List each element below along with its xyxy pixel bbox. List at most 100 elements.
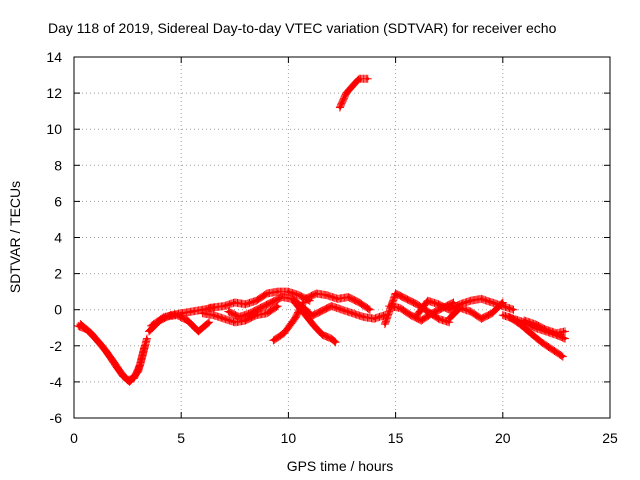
chart-title: Day 118 of 2019, Sidereal Day-to-day VTE…: [48, 20, 557, 36]
data-point: [211, 313, 215, 317]
series-track-s: [520, 316, 569, 338]
data-point: [437, 302, 440, 306]
data-point: [529, 331, 533, 335]
y-tick-label: -2: [50, 338, 63, 354]
data-point: [196, 329, 200, 333]
data-point: [301, 301, 305, 304]
data-point: [293, 301, 297, 304]
data-point: [162, 315, 166, 319]
data-point: [533, 322, 537, 326]
data-point: [297, 293, 301, 297]
data-point: [346, 295, 350, 299]
data-point: [561, 355, 565, 359]
data-point: [222, 304, 226, 308]
data-point: [308, 315, 312, 319]
y-tick-label: 4: [54, 230, 62, 246]
series-track-l: [335, 74, 372, 112]
data-point: [338, 106, 342, 109]
data-point: [259, 306, 262, 310]
data-point: [563, 337, 567, 341]
data-point: [186, 319, 190, 322]
data-point: [544, 328, 548, 332]
data-point: [437, 317, 440, 321]
data-point: [501, 313, 505, 317]
data-point: [265, 311, 269, 315]
series-track-j: [301, 289, 374, 314]
data-point: [321, 333, 325, 337]
y-tick-label: 14: [46, 49, 62, 65]
data-point: [357, 301, 361, 304]
data-point: [254, 299, 258, 303]
series-track-b: [76, 320, 151, 385]
y-tick-label: 8: [54, 157, 62, 173]
data-point: [78, 322, 82, 326]
data-point: [282, 331, 286, 335]
ticks: 0 5 10 15 20 25 -6 -4 -2 0 2 4 6 8 10 12 14: [46, 49, 618, 446]
data-point: [132, 376, 136, 380]
data-point: [479, 317, 483, 321]
data-point: [426, 299, 430, 303]
series-track-r: [505, 312, 567, 361]
data-point: [419, 319, 423, 322]
data-point: [319, 310, 323, 313]
data-point: [145, 337, 149, 341]
series-track-d: [147, 311, 214, 336]
data-point: [409, 313, 413, 317]
series-track-h: [269, 298, 308, 345]
data-point: [304, 297, 308, 301]
x-tick-label: 20: [495, 430, 511, 446]
data-point: [563, 329, 567, 333]
y-axis-label: SDTVAR / TECUs: [7, 181, 23, 293]
data-point: [190, 310, 194, 313]
data-point: [383, 322, 387, 326]
series-track-i: [290, 298, 340, 347]
data-point: [244, 302, 247, 306]
x-tick-label: 25: [602, 430, 618, 446]
data-point: [293, 317, 297, 321]
data-point: [501, 301, 505, 304]
data-point: [404, 297, 408, 301]
data-point: [269, 301, 273, 304]
data-point: [447, 317, 451, 321]
data-point: [222, 317, 226, 321]
y-tick-label: -6: [50, 410, 63, 426]
data-point: [357, 77, 361, 81]
data-point: [233, 320, 237, 324]
data-point: [248, 311, 252, 315]
x-tick-label: 5: [177, 430, 185, 446]
data-point: [387, 304, 391, 308]
data-point: [244, 319, 247, 322]
y-tick-label: -4: [50, 374, 63, 390]
data-point: [469, 310, 473, 313]
data-point: [368, 308, 372, 312]
x-tick-label: 10: [281, 430, 297, 446]
data-point: [254, 313, 258, 317]
data-point: [329, 337, 333, 341]
data-point: [111, 358, 115, 362]
data-point: [201, 311, 205, 315]
data-point: [175, 313, 179, 317]
x-axis-label: GPS time / hours: [287, 458, 394, 474]
data-point: [452, 301, 455, 304]
data-point: [280, 295, 284, 299]
data-point: [351, 84, 355, 88]
data-point: [507, 315, 511, 319]
data-point: [233, 301, 237, 304]
data-point: [490, 301, 494, 304]
x-tick-label: 0: [70, 430, 78, 446]
data-point: [207, 306, 211, 310]
data-point: [334, 340, 338, 344]
data-point: [539, 340, 543, 344]
data-point: [207, 320, 211, 324]
data-point: [304, 313, 308, 317]
data-point: [147, 329, 151, 333]
data-point: [351, 311, 355, 315]
data-point: [265, 292, 269, 295]
data-point: [344, 91, 348, 95]
data-point: [126, 378, 130, 382]
data-point: [325, 293, 329, 297]
y-tick-label: 2: [54, 266, 62, 282]
y-tick-label: 12: [46, 85, 62, 101]
data-point: [271, 338, 275, 342]
